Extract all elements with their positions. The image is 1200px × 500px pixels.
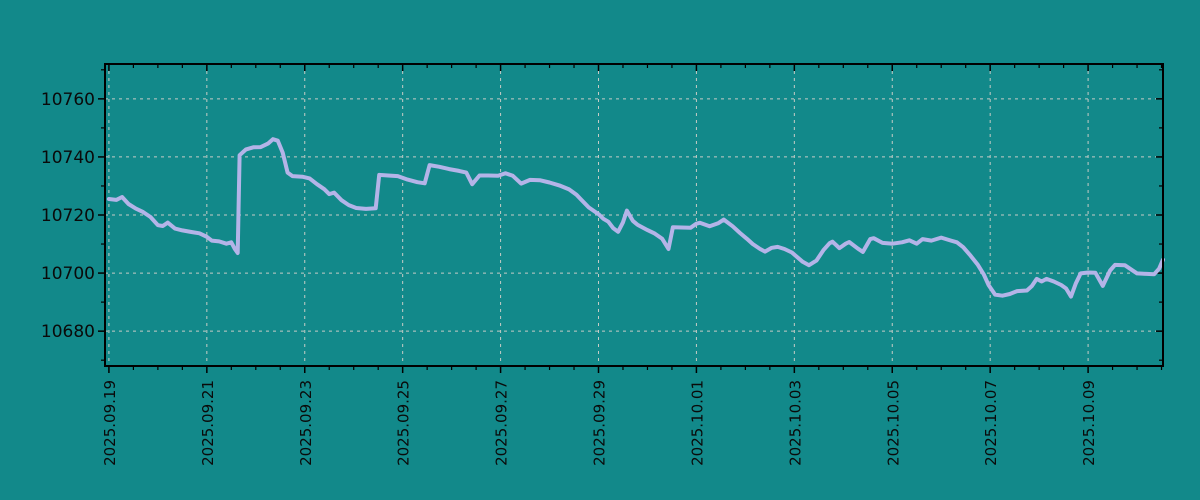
y-tick-label: 10680 <box>41 322 95 342</box>
y-tick-label: 10700 <box>41 264 95 284</box>
y-tick-label: 10720 <box>41 206 95 226</box>
y-tick-label: 10740 <box>41 148 95 168</box>
x-tick-label: 2025.09.29 <box>591 380 609 466</box>
x-tick-label: 2025.09.27 <box>493 380 511 466</box>
instances-line-series <box>106 137 1165 299</box>
x-tick-label: 2025.10.07 <box>982 380 1000 466</box>
x-tick-label: 2025.10.03 <box>786 380 804 466</box>
x-tick-label: 2025.09.19 <box>101 380 119 466</box>
x-tick-label: 2025.10.05 <box>884 380 902 466</box>
y-tick-label: 10760 <box>41 90 95 110</box>
x-tick-label: 2025.09.23 <box>297 380 315 466</box>
x-tick-label: 2025.09.21 <box>199 380 217 466</box>
x-tick-label: 2025.10.09 <box>1080 380 1098 466</box>
x-tick-label: 2025.10.01 <box>688 380 706 466</box>
x-tick-label: 2025.09.25 <box>395 380 413 466</box>
plot-frame <box>104 63 1164 367</box>
